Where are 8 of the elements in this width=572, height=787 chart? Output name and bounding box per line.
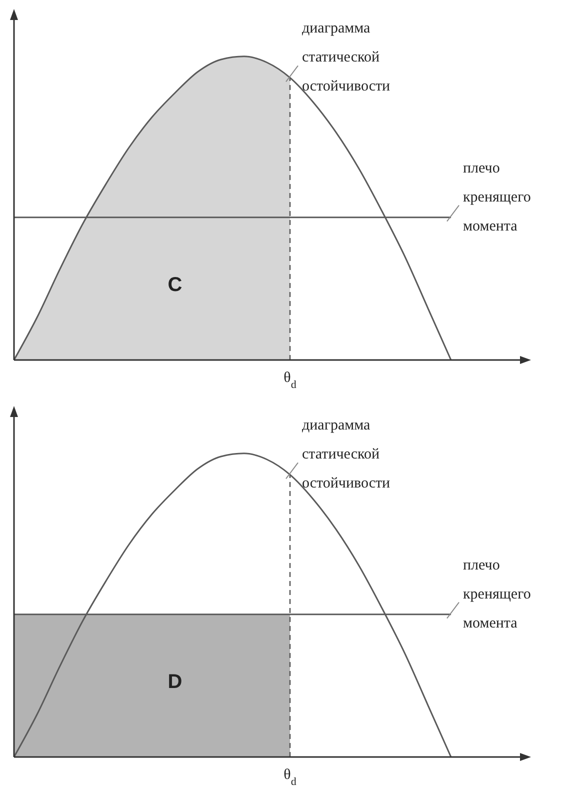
- series-label: диаграмма статической остойчивости: [302, 418, 390, 492]
- series-label: диаграмма статической остойчивости: [302, 20, 390, 95]
- annotation: D: [168, 671, 182, 694]
- series-label: плечо кренящего момента: [463, 557, 531, 632]
- text: θ$_{d}$: [284, 767, 297, 787]
- text: θ$_{d}$: [284, 370, 297, 391]
- series-label: плечо кренящего момента: [463, 160, 531, 234]
- annotation: C: [168, 274, 182, 296]
